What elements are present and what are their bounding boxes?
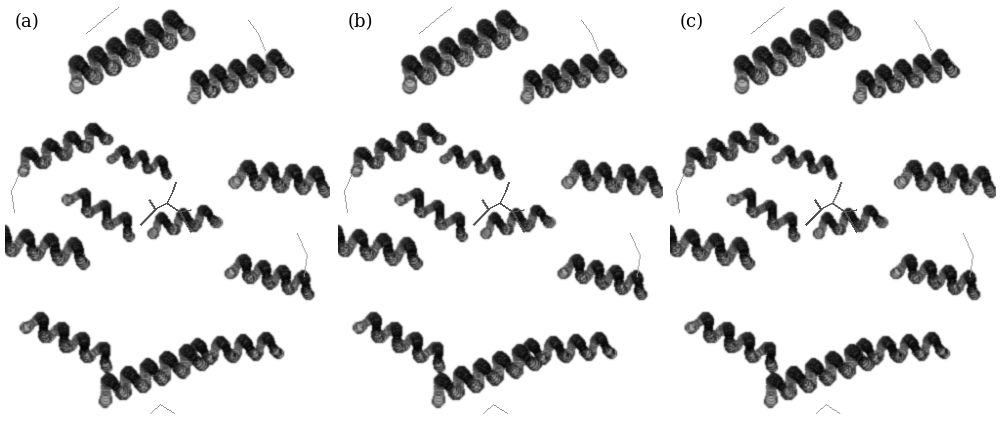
Text: (c): (c): [680, 13, 704, 31]
Text: (b): (b): [348, 13, 373, 31]
Text: (a): (a): [15, 13, 40, 31]
